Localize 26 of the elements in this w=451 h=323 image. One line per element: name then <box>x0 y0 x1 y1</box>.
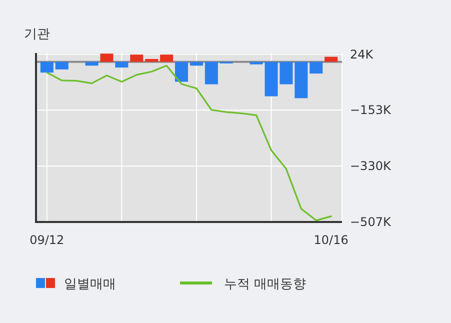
chart-title: 기관 <box>24 27 50 42</box>
bar <box>310 62 323 74</box>
bar <box>294 62 308 98</box>
bar <box>324 56 338 62</box>
bar <box>145 59 158 62</box>
bar <box>40 62 54 73</box>
y-tick-label: 24K <box>350 47 374 62</box>
y-tick-label: −330K <box>350 159 392 174</box>
bar <box>115 62 128 68</box>
bar <box>250 62 263 64</box>
bar <box>280 62 293 84</box>
bar <box>264 62 278 96</box>
bar <box>204 62 218 84</box>
bar <box>100 54 114 62</box>
x-tick-label: 10/16 <box>314 233 348 247</box>
y-tick-label: −153K <box>350 103 392 118</box>
x-tick-label: 09/12 <box>30 233 64 247</box>
bar <box>55 62 68 70</box>
y-tick-label: −507K <box>350 215 392 229</box>
bar <box>190 62 203 66</box>
bar <box>130 54 144 62</box>
bar <box>175 62 188 82</box>
bar <box>85 62 98 66</box>
legend-label: 일별매매 <box>64 277 116 292</box>
legend-label: 누적 매매동향 <box>224 277 306 292</box>
bar <box>160 54 174 62</box>
